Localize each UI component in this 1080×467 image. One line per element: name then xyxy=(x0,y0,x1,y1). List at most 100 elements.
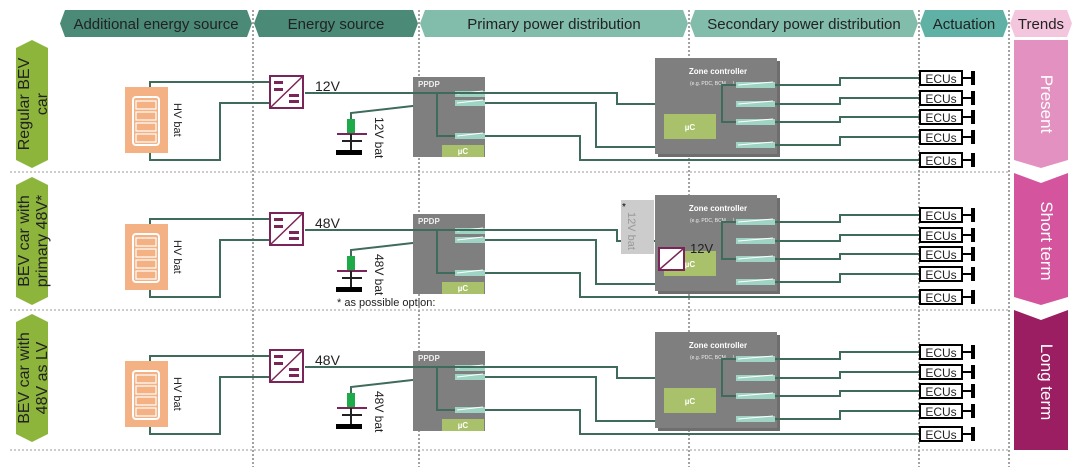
wire xyxy=(485,135,920,161)
converter-voltage: 12V xyxy=(315,78,341,94)
switch-blade xyxy=(456,236,484,241)
column-header-bg xyxy=(60,10,252,37)
battery-cell xyxy=(135,407,157,417)
lv-battery-label: 48V bat xyxy=(372,391,386,433)
switch-blade xyxy=(737,141,774,146)
converter-mark xyxy=(274,355,283,358)
converter-mark xyxy=(274,218,283,221)
converter-diagonal xyxy=(270,213,303,245)
zone-controller-label: Zone controller xyxy=(689,67,747,76)
converter-diagonal xyxy=(659,248,684,270)
column-header-label: Primary power distribution xyxy=(467,16,640,33)
ecu-3: ECUs xyxy=(919,266,975,282)
switch-icon xyxy=(736,256,775,262)
row-label-line: BEV car with xyxy=(16,195,33,287)
ecu-label: ECUs xyxy=(925,366,956,380)
wire xyxy=(775,351,920,360)
switch-blade xyxy=(456,269,484,274)
ecu-label: ECUs xyxy=(925,385,956,399)
ecu-4: ECUs xyxy=(919,289,975,305)
switch-icon xyxy=(736,416,775,422)
ecu-1: ECUs xyxy=(919,90,975,106)
ppdp-uc-label: µC xyxy=(458,147,469,156)
battery-cell xyxy=(135,111,157,121)
wire xyxy=(149,218,270,224)
column-header-bg xyxy=(690,10,918,37)
ecu-2: ECUs xyxy=(919,383,975,399)
switch-icon xyxy=(736,279,775,285)
ppdp-uc-label: µC xyxy=(458,421,469,430)
switch-blade xyxy=(737,278,774,283)
converter-mark xyxy=(289,237,299,240)
column-header-bg xyxy=(1010,10,1072,37)
wire xyxy=(775,97,920,105)
switch-icon xyxy=(455,237,485,243)
wire xyxy=(350,240,431,256)
ecu-label: ECUs xyxy=(925,92,956,106)
lv-battery-ground xyxy=(336,150,362,155)
battery-cell xyxy=(135,259,157,269)
ecu-label: ECUs xyxy=(925,248,956,262)
switch-icon xyxy=(455,133,485,139)
ecu-2: ECUs xyxy=(919,109,975,125)
lv-battery-ground xyxy=(336,424,362,429)
wire xyxy=(775,77,920,86)
ppdp-label: PPDP xyxy=(418,354,440,363)
column-header-label: Additional energy source xyxy=(73,16,238,33)
battery-cell xyxy=(135,237,157,247)
ecu-terminal xyxy=(971,427,975,441)
row-label-line: Regular BEV xyxy=(16,57,33,150)
switch-icon xyxy=(455,100,485,106)
switch-icon xyxy=(736,142,775,148)
row-label-bg xyxy=(16,40,48,168)
switch-icon xyxy=(736,82,775,88)
wire xyxy=(775,116,920,123)
wire xyxy=(721,358,736,397)
optional-star: * xyxy=(622,202,626,213)
wire xyxy=(149,355,270,361)
converter-mark xyxy=(274,225,283,228)
switch-icon xyxy=(736,101,775,107)
switch-blade xyxy=(737,374,774,379)
wire xyxy=(149,376,270,435)
ecu-terminal xyxy=(971,404,975,418)
battery-cell xyxy=(135,100,157,110)
wire xyxy=(485,409,920,435)
column-header-bg xyxy=(420,10,688,37)
ecu-3: ECUs xyxy=(919,129,975,145)
converter-mark xyxy=(289,100,299,103)
ppdp-microcontroller xyxy=(442,419,484,431)
ecu-1: ECUs xyxy=(919,227,975,243)
wire xyxy=(149,102,270,161)
switch-icon xyxy=(736,238,775,244)
ecu-terminal xyxy=(971,110,975,124)
ppdp-microcontroller xyxy=(442,145,484,157)
converter-diagonal xyxy=(270,76,303,108)
switch-blade xyxy=(737,392,774,397)
converter-diagonal xyxy=(270,350,303,382)
wire xyxy=(775,253,920,260)
column-header-4: Actuation xyxy=(920,10,1008,37)
ecu-3: ECUs xyxy=(919,403,975,419)
battery-outline xyxy=(132,370,160,420)
switch-blade xyxy=(456,132,484,137)
ecu-label: ECUs xyxy=(925,229,956,243)
hv-battery-label: HV bat xyxy=(171,240,183,274)
battery-cell xyxy=(135,385,157,395)
row-label-line: BEV car with xyxy=(16,332,33,424)
ecu-4: ECUs xyxy=(919,152,975,168)
zone-uc-label: µC xyxy=(685,397,696,406)
battery-cell xyxy=(135,270,157,280)
ecu-4: ECUs xyxy=(919,426,975,442)
switch-blade xyxy=(737,355,774,360)
trend-arrow xyxy=(1014,310,1068,450)
column-header-label: Energy source xyxy=(288,16,385,33)
lv-battery-label: 12V bat xyxy=(372,117,386,159)
wire xyxy=(775,410,920,420)
trend-label: Short term xyxy=(1037,201,1056,280)
switch-icon xyxy=(455,374,485,380)
ppdp-box xyxy=(413,77,485,157)
switch-blade xyxy=(737,218,774,223)
ecu-label: ECUs xyxy=(925,428,956,442)
